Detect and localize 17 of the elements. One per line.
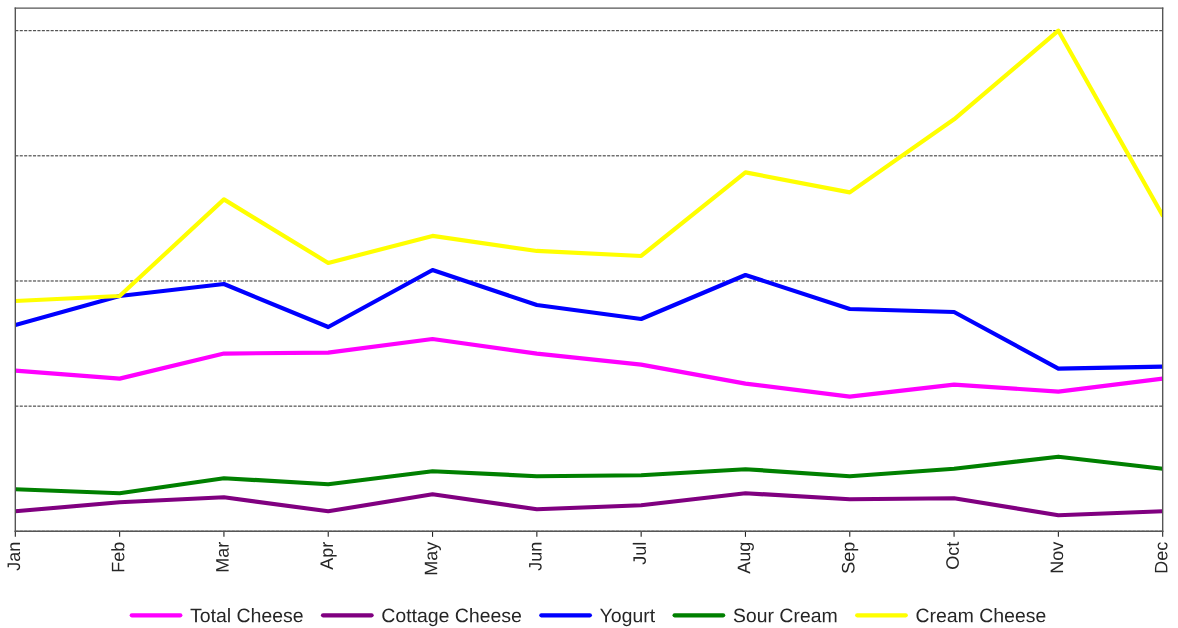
x-tick-label: Apr: [320, 542, 337, 570]
legend-label: Yogurt: [600, 608, 655, 627]
x-tick-label: Jan: [7, 542, 21, 571]
legend-label: Total Cheese: [190, 608, 303, 623]
x-tick-label: Aug: [737, 542, 754, 574]
legend-label: Sour Cream: [733, 608, 837, 623]
x-tick-label: Sep: [841, 542, 859, 574]
x-tick-label: Nov: [1050, 541, 1064, 573]
x-tick-label: Feb: [111, 542, 125, 572]
x-tick-label: Mar: [216, 542, 229, 572]
legend-label: Cream Cheese: [916, 608, 1046, 623]
x-tick-label: May: [424, 541, 441, 575]
legend-label: Cottage Cheese: [382, 608, 521, 627]
x-tick-label: Jul: [632, 542, 646, 565]
x-tick-label: Jun: [529, 542, 542, 571]
x-tick-label: Oct: [946, 541, 959, 569]
x-tick-label: Dec: [1154, 542, 1168, 573]
